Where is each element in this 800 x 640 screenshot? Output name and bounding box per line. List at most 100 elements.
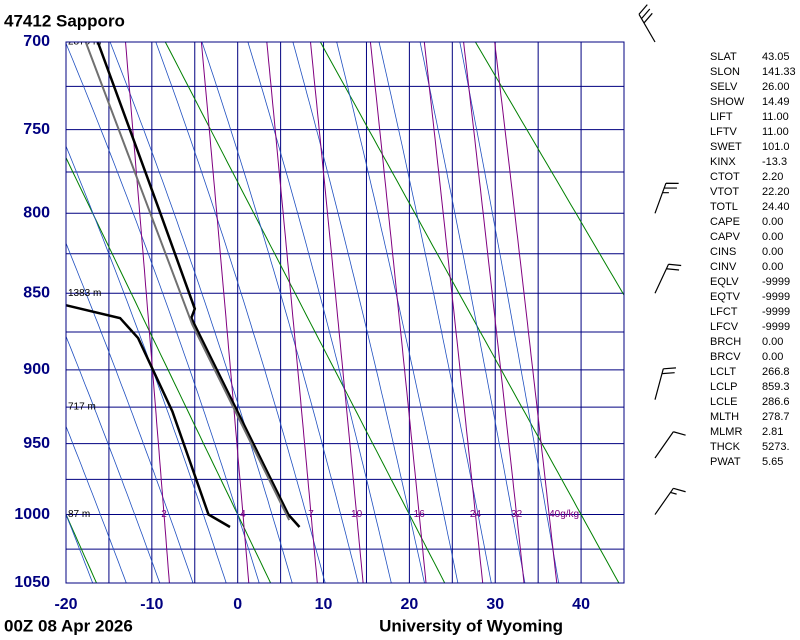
index-value: -9999 bbox=[762, 306, 790, 318]
index-value: -9999 bbox=[762, 321, 790, 333]
index-name: LFCT bbox=[710, 306, 738, 318]
x-tick-label: 20 bbox=[400, 596, 418, 613]
index-name: LCLT bbox=[710, 366, 736, 378]
wind-barb bbox=[654, 431, 686, 459]
wind-barb bbox=[654, 182, 679, 214]
index-name: CAPV bbox=[710, 231, 741, 243]
moist-adiabat bbox=[66, 42, 260, 583]
mixing-ratio-label: 24 bbox=[470, 509, 482, 520]
wind-barb-path bbox=[654, 182, 679, 214]
index-value: 0.00 bbox=[762, 231, 783, 243]
mixing-ratio-label: 40g/kg bbox=[549, 509, 579, 520]
index-value: 2.20 bbox=[762, 171, 783, 183]
wind-barb bbox=[638, 4, 656, 43]
index-name: MLTH bbox=[710, 411, 739, 423]
index-name: VTOT bbox=[710, 186, 739, 198]
mixing-ratio-label: 4 bbox=[240, 509, 246, 520]
wind-barb-path bbox=[654, 431, 686, 459]
index-name: BRCV bbox=[710, 351, 741, 363]
index-name: LFCV bbox=[710, 321, 739, 333]
index-value: 0.00 bbox=[762, 351, 783, 363]
index-value: 266.8 bbox=[762, 366, 790, 378]
index-name: SWET bbox=[710, 141, 742, 153]
index-value: 286.6 bbox=[762, 396, 790, 408]
index-name: SLON bbox=[710, 66, 740, 78]
index-name: BRCH bbox=[710, 336, 741, 348]
mixing-ratio-line bbox=[369, 42, 427, 583]
mixing-ratio-line bbox=[200, 42, 250, 583]
mixing-ratio-label: 10 bbox=[351, 509, 363, 520]
index-name: LIFT bbox=[710, 111, 733, 123]
index-value: 859.3 bbox=[762, 381, 790, 393]
index-value: 2.81 bbox=[762, 426, 783, 438]
time-label: 00Z 08 Apr 2026 bbox=[4, 616, 133, 635]
index-value: 0.00 bbox=[762, 216, 783, 228]
plot-frame bbox=[65, 41, 625, 584]
index-value: 24.40 bbox=[762, 201, 790, 213]
index-value: 0.00 bbox=[762, 336, 783, 348]
wind-barb-path bbox=[654, 487, 686, 515]
moist-adiabat bbox=[66, 335, 161, 583]
y-tick-label: 1050 bbox=[14, 574, 50, 591]
wind-barb bbox=[654, 263, 682, 294]
chart-title: 47412 Sapporo bbox=[4, 11, 125, 30]
wind-barb-path bbox=[654, 263, 682, 294]
index-value: 0.00 bbox=[762, 261, 783, 273]
profile-line bbox=[96, 42, 301, 528]
y-tick-label: 900 bbox=[23, 361, 50, 378]
moist-adiabat bbox=[66, 145, 227, 583]
index-name: CINV bbox=[710, 261, 737, 273]
index-value: 101.0 bbox=[762, 141, 790, 153]
moist-adiabat bbox=[155, 42, 326, 583]
moist-adiabat bbox=[378, 42, 492, 583]
dry-adiabat bbox=[164, 42, 446, 583]
index-value: 22.20 bbox=[762, 186, 790, 198]
mixing-ratio-line bbox=[266, 42, 318, 583]
y-tick-label: 950 bbox=[23, 435, 50, 452]
y-tick-label: 1000 bbox=[14, 506, 50, 523]
y-tick-label: 750 bbox=[23, 121, 50, 138]
index-value: 11.00 bbox=[762, 111, 789, 123]
mixing-ratio-line bbox=[310, 42, 364, 583]
index-name: SELV bbox=[710, 81, 738, 93]
index-name: CINS bbox=[710, 246, 736, 258]
labels: 700 750 800 850 900 950 1000 1050-20 -10 0 10 20 30 4… bbox=[14, 4, 796, 613]
y-tick-label: 850 bbox=[23, 284, 50, 301]
height-label: 1383 m bbox=[68, 288, 101, 299]
mixing-ratio-label: 32 bbox=[511, 509, 523, 520]
index-name: LCLP bbox=[710, 381, 738, 393]
height-label: 87 m bbox=[68, 509, 90, 520]
mixing-ratio-line bbox=[423, 42, 484, 583]
index-name: PWAT bbox=[710, 456, 741, 468]
dry-adiabat bbox=[319, 42, 620, 583]
y-tick-label: 700 bbox=[23, 33, 50, 50]
index-name: EQLV bbox=[710, 276, 739, 288]
index-name: MLMR bbox=[710, 426, 742, 438]
height-label: 2870 m bbox=[68, 37, 101, 48]
index-value: 5.65 bbox=[762, 456, 783, 468]
mixing-ratio-label: 2 bbox=[161, 509, 167, 520]
mixing-ratio-label: 16 bbox=[414, 509, 426, 520]
index-value: 141.33 bbox=[762, 66, 796, 78]
index-value: -9999 bbox=[762, 276, 790, 288]
profile-line bbox=[66, 303, 231, 529]
moist-adiabat bbox=[109, 42, 293, 583]
index-name: EQTV bbox=[710, 291, 741, 303]
x-tick-label: 0 bbox=[233, 596, 242, 613]
moist-adiabat bbox=[201, 42, 359, 583]
profile-line bbox=[84, 42, 291, 521]
x-tick-label: -10 bbox=[140, 596, 163, 613]
dry-adiabat bbox=[474, 42, 624, 297]
y-tick-label: 800 bbox=[23, 205, 50, 222]
moist-adiabat bbox=[336, 42, 459, 583]
moist-adiabat bbox=[66, 242, 194, 583]
index-value: 0.00 bbox=[762, 246, 783, 258]
guides bbox=[66, 42, 624, 583]
index-name: THCK bbox=[710, 441, 741, 453]
wind-barb bbox=[654, 487, 686, 515]
height-label: 717 m bbox=[68, 402, 96, 413]
wind-barb bbox=[654, 367, 677, 400]
moist-adiabat bbox=[419, 42, 526, 583]
moist-adiabat bbox=[247, 42, 392, 583]
